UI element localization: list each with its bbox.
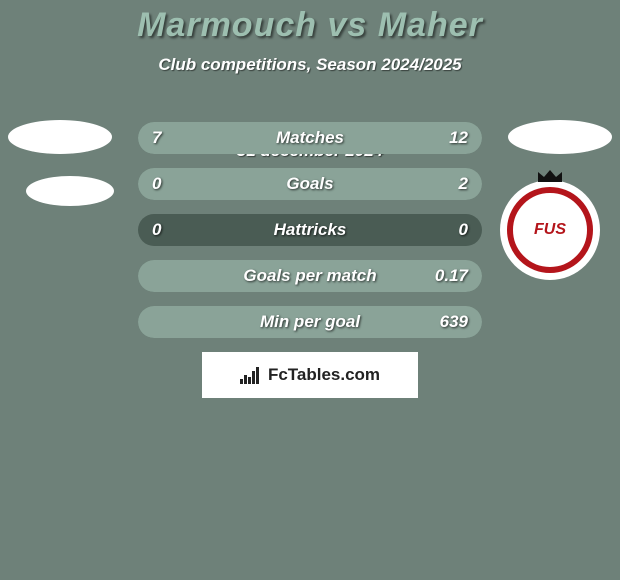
team-left-logo-1: [8, 120, 112, 154]
stat-label: Goals: [138, 174, 482, 194]
brand-badge: FcTables.com: [202, 352, 418, 398]
stat-row: 02Goals: [138, 168, 482, 200]
crown-icon: [536, 168, 564, 184]
team-right-logo-1: [508, 120, 612, 154]
stat-label: Hattricks: [138, 220, 482, 240]
stat-row: 0.17Goals per match: [138, 260, 482, 292]
crest-text: FUS: [507, 187, 593, 273]
team-left-logo-2: [26, 176, 114, 206]
stat-row: 639Min per goal: [138, 306, 482, 338]
stat-rows: 712Matches 02Goals 00Hattricks 0.17Goals pe…: [138, 122, 482, 352]
comparison-infographic: Marmouch vs Maher Club competitions, Sea…: [0, 0, 620, 580]
stat-label: Goals per match: [138, 266, 482, 286]
stat-row: 00Hattricks: [138, 214, 482, 246]
stat-label: Min per goal: [138, 312, 482, 332]
bar-chart-icon: [240, 366, 262, 384]
stat-label: Matches: [138, 128, 482, 148]
stat-row: 712Matches: [138, 122, 482, 154]
subtitle: Club competitions, Season 2024/2025: [0, 55, 620, 75]
page-title: Marmouch vs Maher: [0, 0, 620, 45]
team-right-crest: FUS: [500, 180, 600, 280]
brand-text: FcTables.com: [268, 365, 380, 385]
